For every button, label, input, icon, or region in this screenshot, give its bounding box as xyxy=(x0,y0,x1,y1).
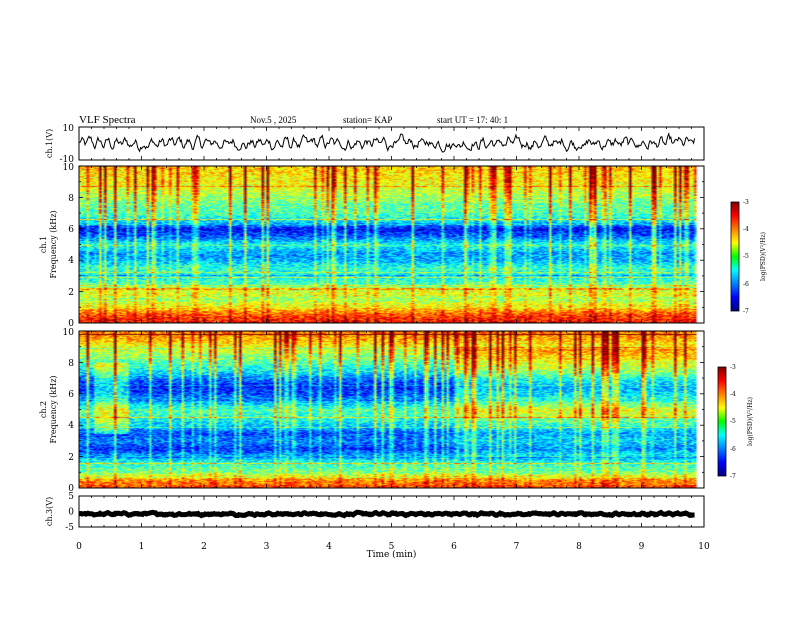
ch1s-ytick-0: 0 xyxy=(68,319,74,329)
ch2-spectrogram-ylabel-freq: Frequency (kHz) xyxy=(49,375,58,443)
ch1-cb-tick-m3: -3 xyxy=(743,199,749,206)
xtick-5: 5 xyxy=(389,542,395,552)
ch1-waveform-background xyxy=(79,127,704,160)
xtick-10: 10 xyxy=(698,542,710,552)
xtick-8: 8 xyxy=(576,542,582,552)
ch2-colorbar: -3 -4 -5 -6 -7 log(PSD)(V²/Hz) xyxy=(717,364,754,480)
ch1s-ytick-6: 6 xyxy=(68,225,74,235)
xtick-2: 2 xyxy=(201,542,207,552)
ch3-ytick-top: 5 xyxy=(68,492,74,502)
date-label: Nov.5 , 2025 xyxy=(250,115,297,125)
ch2-spectrogram-heatmap xyxy=(79,331,704,488)
ch1-waveform-panel: 10 -10 ch.1(V) xyxy=(45,124,705,165)
ch1-colorbar: -3 -4 -5 -6 -7 log(PSD)(V²/Hz) xyxy=(730,199,767,315)
tick-marks xyxy=(78,127,705,527)
start-time-label: start UT = 17: 40: 1 xyxy=(437,115,508,125)
xtick-7: 7 xyxy=(514,542,520,552)
ch1-cb-tick-m4: -4 xyxy=(743,226,749,233)
ch1-spectrogram-yticks: 0 2 4 6 8 10 xyxy=(63,163,75,329)
ch3-waveform-panel: 5 0 -5 ch.3(V) xyxy=(45,492,705,533)
ch1s-ytick-10: 10 xyxy=(63,163,75,173)
xtick-4: 4 xyxy=(326,542,332,552)
ch1s-ytick-8: 8 xyxy=(68,194,74,204)
ch3-ytick-mid: 0 xyxy=(68,508,74,518)
time-axis: 0 1 2 3 4 5 6 7 8 9 10 Time (min) xyxy=(76,542,710,560)
ch2-cb-tick-m7: -7 xyxy=(730,473,736,480)
ch1-spectrogram-panel: 0 2 4 6 8 10 ch.1 Frequency (kHz) xyxy=(39,163,705,329)
xtick-3: 3 xyxy=(264,542,270,552)
ch1-ytick-bottom: -10 xyxy=(60,155,75,165)
x-axis-title: Time (min) xyxy=(367,549,417,560)
ch2-colorbar-gradient xyxy=(717,366,727,477)
ch3-waveform-trace xyxy=(78,509,695,519)
ch1-cb-tick-m5: -5 xyxy=(743,253,749,260)
ch2s-ytick-10: 10 xyxy=(63,328,75,338)
ch2s-ytick-8: 8 xyxy=(68,359,74,369)
ch1-colorbar-label: log(PSD)(V²/Hz) xyxy=(760,232,767,281)
ch2-spectrogram-yticks: 0 2 4 6 8 10 xyxy=(63,328,75,494)
ch1-waveform-trace xyxy=(79,131,696,153)
ch1s-ytick-2: 2 xyxy=(68,288,74,298)
ch2-spectrogram-panel: 0 2 4 6 8 10 ch.2 Frequency (kHz) xyxy=(39,328,705,494)
ch2s-ytick-0: 0 xyxy=(68,484,74,494)
ch2-cb-tick-m6: -6 xyxy=(730,446,736,453)
ch1-spectrogram-ylabel-freq: Frequency (kHz) xyxy=(49,210,58,278)
xtick-6: 6 xyxy=(451,542,457,552)
ch1s-ytick-4: 4 xyxy=(68,256,74,266)
xtick-0: 0 xyxy=(76,542,82,552)
xtick-1: 1 xyxy=(139,542,145,552)
ch2-colorbar-label: log(PSD)(V²/Hz) xyxy=(747,397,754,446)
ch1-cb-tick-m6: -6 xyxy=(743,281,749,288)
ch2-cb-tick-m5: -5 xyxy=(730,418,736,425)
xtick-9: 9 xyxy=(639,542,645,552)
figure-title: VLF Spectra xyxy=(79,114,136,126)
ch1-colorbar-gradient xyxy=(730,201,740,312)
ch1-cb-tick-m7: -7 xyxy=(743,308,749,315)
ch3-ytick-bottom: -5 xyxy=(65,523,74,533)
ch1-ytick-top: 10 xyxy=(63,124,75,134)
station-label: station= KAP xyxy=(343,115,392,125)
ch2-cb-tick-m3: -3 xyxy=(730,364,736,371)
ch2s-ytick-4: 4 xyxy=(68,421,74,431)
ch1-spectrogram-ylabel: ch.1 xyxy=(39,236,48,253)
ch2-cb-tick-m4: -4 xyxy=(730,391,736,398)
ch2-spectrogram-ylabel: ch.2 xyxy=(39,401,48,418)
ch1-waveform-ylabel: ch.1(V) xyxy=(45,129,54,158)
ch3-waveform-ylabel: ch.3(V) xyxy=(45,497,54,526)
ch1-spectrogram-heatmap xyxy=(79,166,704,323)
ch2s-ytick-2: 2 xyxy=(68,453,74,463)
ch2s-ytick-6: 6 xyxy=(68,390,74,400)
